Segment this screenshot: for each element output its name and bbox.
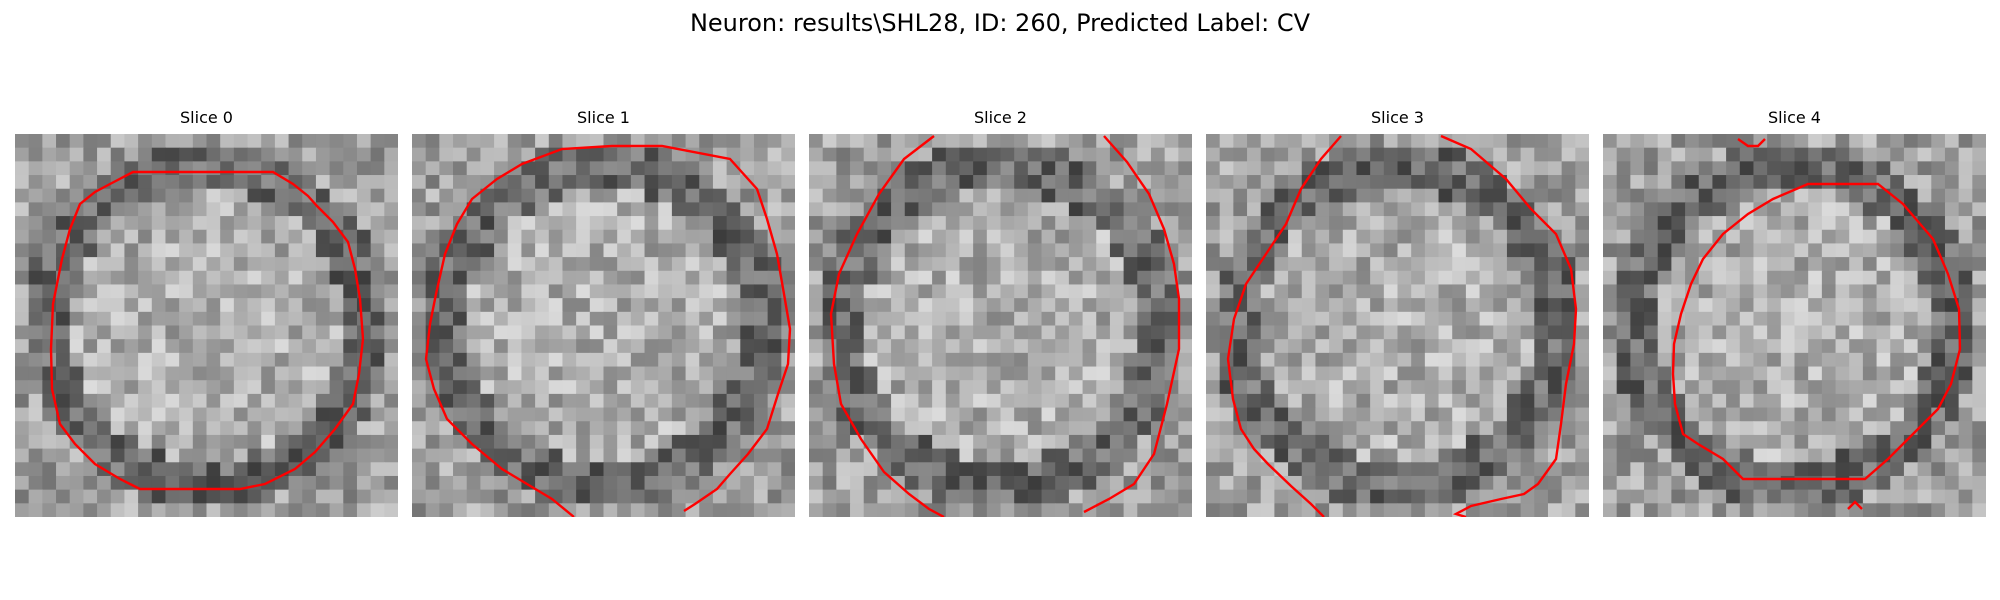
slice-image-0 — [15, 134, 398, 517]
pixel-grid — [809, 134, 1192, 517]
slice-panel-0: Slice 0 — [15, 108, 398, 128]
slice-image-2 — [809, 134, 1192, 517]
slice-title-4: Slice 4 — [1603, 108, 1986, 128]
figure-title: Neuron: results\SHL28, ID: 260, Predicte… — [0, 6, 2000, 40]
pixel-grid — [1603, 134, 1986, 517]
slice-panel-2: Slice 2 — [809, 108, 1192, 128]
slice-title-3: Slice 3 — [1206, 108, 1589, 128]
slice-image-3 — [1206, 134, 1589, 517]
slice-panel-1: Slice 1 — [412, 108, 795, 128]
slice-image-1 — [412, 134, 795, 517]
pixel-grid — [15, 134, 398, 517]
slice-title-2: Slice 2 — [809, 108, 1192, 128]
pixel-grid — [412, 134, 795, 517]
slice-panel-3: Slice 3 — [1206, 108, 1589, 128]
slice-title-0: Slice 0 — [15, 108, 398, 128]
slice-title-1: Slice 1 — [412, 108, 795, 128]
slice-image-4 — [1603, 134, 1986, 517]
slice-panel-4: Slice 4 — [1603, 108, 1986, 128]
